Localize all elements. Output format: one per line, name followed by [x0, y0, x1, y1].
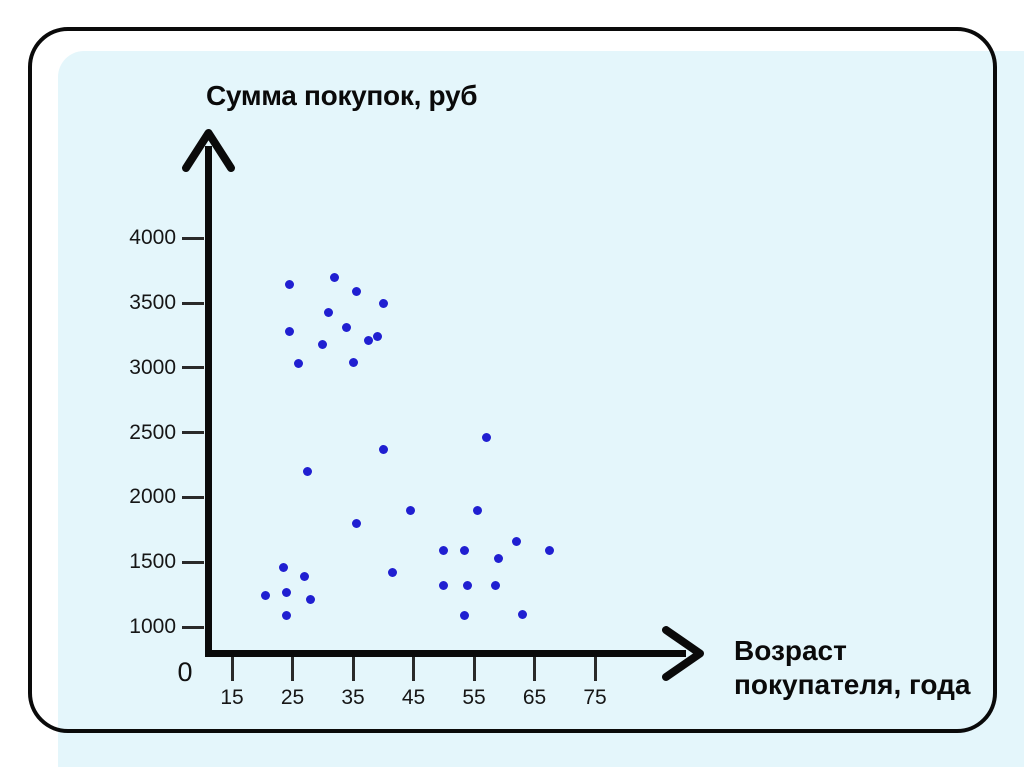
scatter-point — [281, 587, 291, 597]
y-tick-label: 1000 — [129, 615, 176, 638]
scatter-point — [472, 505, 482, 515]
scatter-point — [278, 562, 288, 572]
scatter-point — [324, 307, 334, 317]
scatter-point — [300, 571, 310, 581]
x-tick-label: 25 — [280, 686, 305, 709]
scatter-point — [281, 610, 291, 620]
scatter-point — [348, 358, 358, 368]
scatter-point — [351, 286, 361, 296]
x-tick-mark — [351, 657, 355, 681]
y-tick-mark — [182, 236, 204, 240]
y-tick-mark — [182, 301, 204, 305]
scatter-point — [294, 359, 304, 369]
scatter-point — [306, 595, 316, 605]
scatter-point — [378, 298, 388, 308]
scatter-point — [517, 609, 527, 619]
x-tick-mark — [533, 657, 536, 681]
origin-tick-label: 0 — [177, 657, 193, 687]
scatter-point — [387, 568, 397, 578]
y-tick-label: 2000 — [129, 485, 176, 509]
scatter-point — [439, 581, 449, 591]
y-axis-title: Сумма покупок, руб — [206, 80, 478, 111]
scatter-point — [460, 610, 470, 620]
scatter-point — [303, 466, 313, 476]
x-tick-label: 15 — [220, 686, 244, 709]
scatter-point — [260, 591, 270, 601]
scatter-point — [318, 339, 328, 349]
scatter-point — [545, 546, 555, 556]
y-tick-label: 4000 — [129, 226, 176, 250]
x-tick-mark — [291, 657, 294, 681]
scatter-point — [511, 536, 521, 546]
x-axis-title: Возраст покупателя, года — [734, 634, 970, 702]
x-tick-label: 35 — [341, 686, 365, 709]
scatter-point — [342, 323, 352, 333]
scatter-point — [463, 581, 473, 591]
x-tick-label: 45 — [401, 686, 426, 709]
scatter-point — [372, 332, 382, 342]
scatter-point — [330, 272, 340, 282]
scatter-point — [378, 444, 388, 454]
scatter-point — [460, 546, 470, 556]
x-axis-title-line1: Возраст — [734, 635, 847, 666]
x-tick-mark — [593, 657, 597, 681]
y-tick-mark — [182, 366, 204, 370]
x-tick-label: 65 — [522, 686, 547, 709]
y-tick-label: 1500 — [129, 550, 176, 574]
x-tick-mark — [472, 657, 476, 681]
y-tick-mark — [182, 625, 204, 629]
scatter-point — [493, 553, 503, 563]
y-tick-mark — [182, 560, 204, 564]
scatter-point — [351, 518, 361, 528]
x-tick-label: 55 — [462, 686, 486, 709]
y-tick-label: 3500 — [129, 291, 176, 314]
x-tick-mark — [412, 657, 415, 681]
scatter-point — [363, 336, 373, 346]
y-tick-mark — [182, 495, 204, 499]
y-tick-label: 3000 — [129, 355, 176, 379]
x-tick-mark — [230, 657, 234, 681]
scatter-point — [481, 433, 491, 443]
scatter-point — [284, 280, 294, 290]
scatter-point — [439, 546, 449, 556]
scatter-point — [405, 505, 415, 515]
scatter-point — [284, 327, 294, 336]
slide-border-frame — [28, 27, 997, 733]
scatter-point — [490, 581, 500, 591]
y-tick-mark — [182, 431, 204, 435]
x-tick-label: 75 — [583, 686, 607, 709]
x-axis-title-line2: покупателя, года — [734, 669, 971, 700]
y-tick-label: 2500 — [129, 420, 176, 444]
